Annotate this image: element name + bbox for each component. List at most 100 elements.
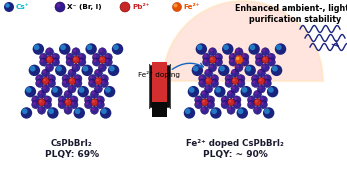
Circle shape <box>92 107 95 111</box>
Circle shape <box>63 76 66 79</box>
Circle shape <box>49 81 52 84</box>
Circle shape <box>198 75 206 83</box>
Polygon shape <box>41 60 58 71</box>
Polygon shape <box>94 91 103 114</box>
Circle shape <box>82 65 93 76</box>
Circle shape <box>58 101 66 109</box>
Text: Fe²⁺ doped CsPbBrI₂: Fe²⁺ doped CsPbBrI₂ <box>186 139 284 147</box>
Circle shape <box>231 69 239 77</box>
Circle shape <box>252 81 256 84</box>
Polygon shape <box>249 102 266 114</box>
Circle shape <box>94 85 102 93</box>
Polygon shape <box>257 91 266 114</box>
Circle shape <box>25 86 36 97</box>
Circle shape <box>236 49 239 52</box>
Text: PLQY: ~ 90%: PLQY: ~ 90% <box>203 150 268 160</box>
Circle shape <box>214 86 226 97</box>
Circle shape <box>96 101 104 109</box>
Circle shape <box>221 96 229 104</box>
Circle shape <box>204 59 207 62</box>
Circle shape <box>264 81 268 84</box>
Circle shape <box>254 99 261 106</box>
Circle shape <box>209 56 216 63</box>
Circle shape <box>100 57 103 60</box>
Polygon shape <box>94 48 111 60</box>
Circle shape <box>38 106 45 114</box>
Circle shape <box>92 53 100 61</box>
Circle shape <box>104 53 112 61</box>
Circle shape <box>75 76 78 79</box>
Circle shape <box>226 76 229 79</box>
Circle shape <box>63 81 66 84</box>
Circle shape <box>57 4 60 8</box>
Polygon shape <box>227 81 244 92</box>
Circle shape <box>47 107 59 119</box>
Polygon shape <box>196 102 213 114</box>
Circle shape <box>92 58 100 66</box>
Circle shape <box>248 97 252 100</box>
Circle shape <box>113 44 119 50</box>
Circle shape <box>96 96 104 104</box>
Polygon shape <box>68 91 77 114</box>
Circle shape <box>255 58 263 66</box>
Circle shape <box>68 85 76 93</box>
Circle shape <box>52 87 58 93</box>
Circle shape <box>222 102 225 105</box>
Polygon shape <box>200 81 217 92</box>
Polygon shape <box>42 91 50 114</box>
Circle shape <box>46 65 50 68</box>
Polygon shape <box>261 70 270 92</box>
Circle shape <box>56 66 62 71</box>
Circle shape <box>79 87 84 93</box>
Circle shape <box>98 97 101 100</box>
Circle shape <box>5 3 10 8</box>
Circle shape <box>260 101 268 109</box>
Circle shape <box>211 75 219 83</box>
Circle shape <box>91 99 98 106</box>
Polygon shape <box>94 60 111 71</box>
Circle shape <box>215 87 221 93</box>
Text: Cs⁺: Cs⁺ <box>16 4 29 10</box>
Polygon shape <box>72 70 81 92</box>
Circle shape <box>98 102 101 105</box>
Circle shape <box>214 53 222 61</box>
Polygon shape <box>213 48 221 71</box>
Circle shape <box>34 44 40 50</box>
Polygon shape <box>196 91 213 102</box>
FancyArrowPatch shape <box>172 63 203 69</box>
Circle shape <box>74 57 76 60</box>
Circle shape <box>211 108 217 114</box>
Circle shape <box>214 58 222 66</box>
Circle shape <box>85 102 88 105</box>
Circle shape <box>33 43 44 55</box>
Circle shape <box>206 70 209 73</box>
Circle shape <box>227 106 235 114</box>
Circle shape <box>85 43 97 55</box>
Polygon shape <box>64 70 81 81</box>
Circle shape <box>44 96 52 104</box>
Circle shape <box>92 91 95 94</box>
Circle shape <box>99 49 103 52</box>
Text: CsPbBrI₂: CsPbBrI₂ <box>51 139 93 147</box>
Circle shape <box>68 69 76 77</box>
Circle shape <box>53 59 56 62</box>
Circle shape <box>60 44 66 50</box>
Circle shape <box>202 100 205 103</box>
Circle shape <box>230 59 233 62</box>
Circle shape <box>39 100 42 103</box>
Circle shape <box>64 90 72 98</box>
Circle shape <box>227 90 235 98</box>
Circle shape <box>70 79 72 81</box>
Text: Pb²⁺: Pb²⁺ <box>132 4 149 10</box>
Circle shape <box>22 108 28 114</box>
Circle shape <box>65 91 68 94</box>
Text: Enhanced ambient-, light-,
purification stability: Enhanced ambient-, light-, purification … <box>235 4 347 24</box>
Polygon shape <box>59 91 77 102</box>
Circle shape <box>51 86 62 97</box>
Circle shape <box>46 49 50 52</box>
Circle shape <box>74 107 85 119</box>
Circle shape <box>90 81 93 84</box>
Circle shape <box>268 59 272 62</box>
Circle shape <box>252 76 256 79</box>
Circle shape <box>248 102 252 105</box>
